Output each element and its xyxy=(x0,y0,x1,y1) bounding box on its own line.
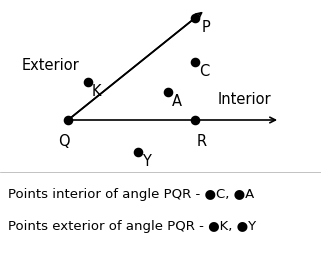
Point xyxy=(85,80,91,84)
Text: Points interior of angle PQR - ●C, ●A: Points interior of angle PQR - ●C, ●A xyxy=(8,188,254,201)
Point xyxy=(135,150,141,154)
Text: P: P xyxy=(202,20,211,35)
Text: Points exterior of angle PQR - ●K, ●Y: Points exterior of angle PQR - ●K, ●Y xyxy=(8,220,256,233)
Point xyxy=(192,60,197,64)
Text: Q: Q xyxy=(58,134,70,149)
Text: Exterior: Exterior xyxy=(22,58,80,73)
Text: Interior: Interior xyxy=(218,92,272,107)
Text: Y: Y xyxy=(142,154,151,169)
Point xyxy=(192,118,197,122)
Point xyxy=(65,118,71,122)
Point xyxy=(165,90,170,94)
Text: C: C xyxy=(199,64,209,79)
Point xyxy=(192,16,197,20)
Text: R: R xyxy=(197,134,207,149)
Text: K: K xyxy=(92,84,101,99)
Text: A: A xyxy=(172,94,182,109)
